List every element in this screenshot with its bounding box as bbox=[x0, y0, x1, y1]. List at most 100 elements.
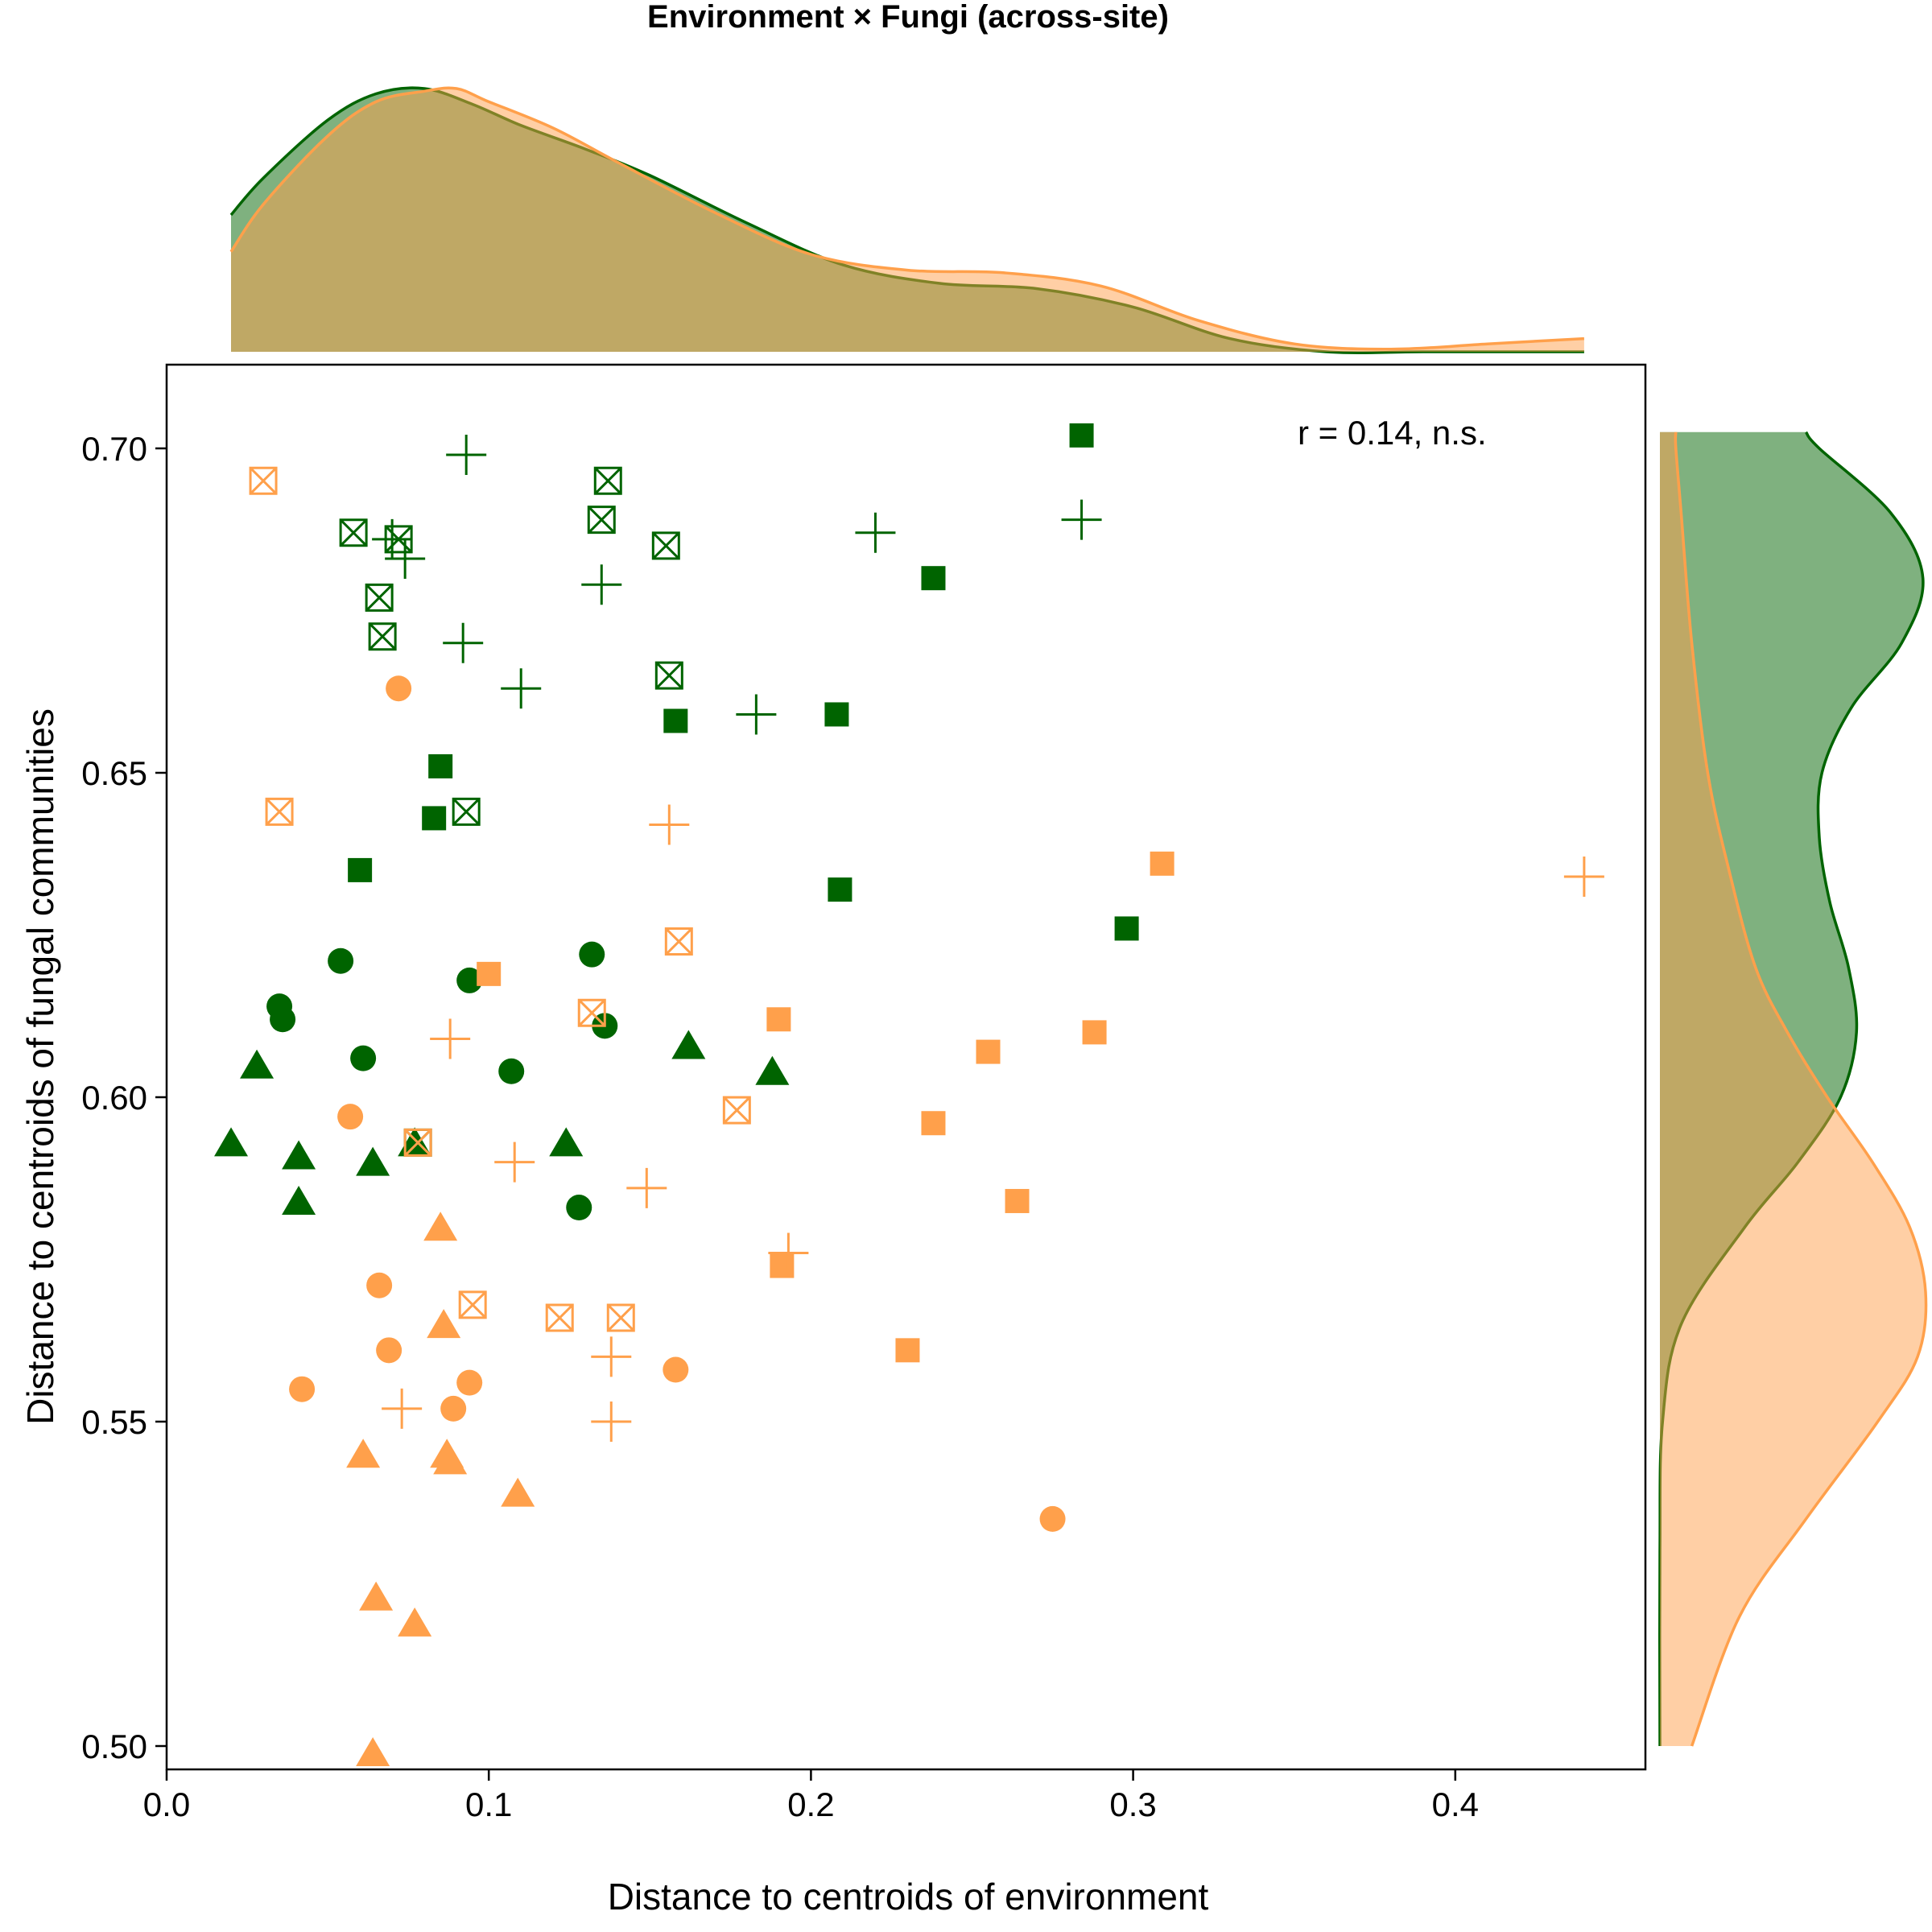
orange-triangle-point bbox=[423, 1212, 458, 1241]
orange-plus-point bbox=[591, 1402, 632, 1442]
orange-square-filled-point bbox=[976, 1039, 1001, 1064]
orange-plus-point bbox=[649, 804, 690, 845]
green-triangle-point bbox=[282, 1185, 316, 1215]
orange-triangle-point bbox=[346, 1439, 381, 1468]
green-square-x-point bbox=[365, 583, 394, 612]
marginal-density-x bbox=[229, 86, 1584, 354]
y-tick-label: 0.60 bbox=[81, 1079, 147, 1117]
orange-square-x-point bbox=[606, 1303, 635, 1332]
green-square-x-point bbox=[654, 661, 683, 690]
correlation-annotation: r = 0.14, n.s. bbox=[1298, 414, 1487, 452]
orange-square-x-point bbox=[265, 797, 294, 826]
orange-square-x-point bbox=[577, 998, 606, 1027]
orange-circle-point bbox=[386, 675, 412, 702]
green-triangle-point bbox=[214, 1127, 249, 1157]
green-square-x-point bbox=[339, 518, 368, 547]
orange-square-filled-point bbox=[770, 1253, 795, 1278]
plot-frame bbox=[165, 363, 1647, 1771]
orange-circle-point bbox=[1039, 1505, 1066, 1532]
orange-circle-point bbox=[663, 1356, 689, 1383]
orange-square-filled-point bbox=[921, 1111, 946, 1136]
green-plus-point bbox=[1061, 499, 1102, 540]
orange-circle-point bbox=[289, 1376, 316, 1402]
x-axis-title: Distance to centroids of environment bbox=[608, 1876, 1209, 1918]
scatter-points bbox=[214, 423, 1604, 1767]
orange-triangle-point bbox=[501, 1477, 535, 1507]
y-axis: 0.50 0.55 0.60 0.65 0.70 bbox=[81, 430, 167, 1765]
orange-square-filled-point bbox=[477, 961, 502, 986]
orange-square-filled-point bbox=[895, 1338, 920, 1363]
orange-triangle-point bbox=[359, 1581, 394, 1611]
orange-triangle-point bbox=[433, 1445, 468, 1475]
green-triangle-point bbox=[240, 1049, 275, 1079]
green-circle-point bbox=[270, 1006, 296, 1033]
green-plus-point bbox=[581, 564, 622, 605]
orange-square-x-point bbox=[722, 1096, 751, 1125]
x-tick-label: 0.0 bbox=[143, 1785, 190, 1823]
orange-circle-point bbox=[456, 1369, 483, 1396]
green-circle-point bbox=[328, 947, 354, 974]
green-plus-point bbox=[736, 694, 777, 735]
orange-density-area-x bbox=[231, 88, 1584, 353]
green-square-filled-point bbox=[921, 566, 946, 591]
orange-circle-point bbox=[376, 1337, 402, 1364]
orange-square-filled-point bbox=[1150, 851, 1174, 876]
green-square-filled-point bbox=[828, 877, 852, 902]
green-triangle-point bbox=[755, 1055, 790, 1085]
green-plus-point bbox=[372, 518, 413, 559]
orange-square-filled-point bbox=[1005, 1188, 1030, 1213]
y-axis-title: Distance to centroids of fungal communit… bbox=[19, 708, 61, 1425]
y-tick-label: 0.65 bbox=[81, 754, 147, 792]
green-circle-point bbox=[498, 1058, 525, 1084]
orange-square-x-point bbox=[403, 1128, 432, 1157]
green-triangle-point bbox=[549, 1127, 584, 1157]
x-tick-label: 0.2 bbox=[787, 1785, 834, 1823]
green-circle-point bbox=[579, 941, 605, 968]
green-plus-point bbox=[443, 622, 484, 663]
green-square-x-point bbox=[651, 531, 680, 560]
orange-square-x-point bbox=[545, 1303, 574, 1332]
orange-plus-point bbox=[591, 1336, 632, 1377]
orange-density-line-y bbox=[1674, 431, 1928, 1747]
green-triangle-point bbox=[282, 1140, 316, 1170]
x-tick-label: 0.1 bbox=[465, 1785, 512, 1823]
x-tick-label: 0.4 bbox=[1432, 1785, 1479, 1823]
orange-plus-point bbox=[494, 1141, 535, 1183]
green-plus-point bbox=[446, 435, 487, 476]
orange-plus-point bbox=[1563, 856, 1604, 897]
orange-plus-point bbox=[768, 1232, 809, 1274]
green-circle-point bbox=[566, 1195, 592, 1221]
orange-square-filled-point bbox=[1082, 1020, 1107, 1045]
green-square-filled-point bbox=[428, 753, 453, 778]
x-axis: 0.0 0.1 0.2 0.3 0.4 bbox=[143, 1769, 1479, 1823]
orange-density-line-x bbox=[229, 86, 1584, 351]
orange-square-x-point bbox=[249, 466, 278, 495]
x-tick-label: 0.3 bbox=[1109, 1785, 1156, 1823]
orange-triangle-point bbox=[398, 1607, 432, 1637]
green-square-x-point bbox=[368, 622, 397, 651]
orange-triangle-point bbox=[356, 1737, 390, 1767]
green-triangle-point bbox=[671, 1030, 706, 1059]
green-circle-point bbox=[456, 967, 483, 993]
green-square-filled-point bbox=[1114, 916, 1139, 941]
orange-plus-point bbox=[382, 1388, 423, 1429]
green-plus-point bbox=[501, 668, 542, 709]
orange-triangle-point bbox=[427, 1309, 461, 1339]
orange-plus-point bbox=[430, 1018, 471, 1059]
green-square-x-point bbox=[452, 797, 481, 826]
green-plus-point bbox=[855, 512, 896, 553]
y-tick-label: 0.55 bbox=[81, 1403, 147, 1441]
green-square-x-point bbox=[593, 466, 622, 495]
green-square-filled-point bbox=[1069, 423, 1094, 448]
green-square-filled-point bbox=[824, 702, 849, 727]
green-square-x-point bbox=[587, 506, 616, 535]
green-square-filled-point bbox=[348, 857, 373, 882]
chart-title: Environment × Fungi (across-site) bbox=[647, 0, 1169, 35]
y-tick-label: 0.50 bbox=[81, 1728, 147, 1765]
green-square-filled-point bbox=[663, 708, 688, 733]
orange-circle-point bbox=[366, 1272, 393, 1298]
orange-plus-point bbox=[626, 1167, 667, 1208]
orange-square-x-point bbox=[458, 1290, 487, 1319]
orange-circle-point bbox=[440, 1395, 467, 1422]
orange-square-x-point bbox=[664, 927, 693, 956]
